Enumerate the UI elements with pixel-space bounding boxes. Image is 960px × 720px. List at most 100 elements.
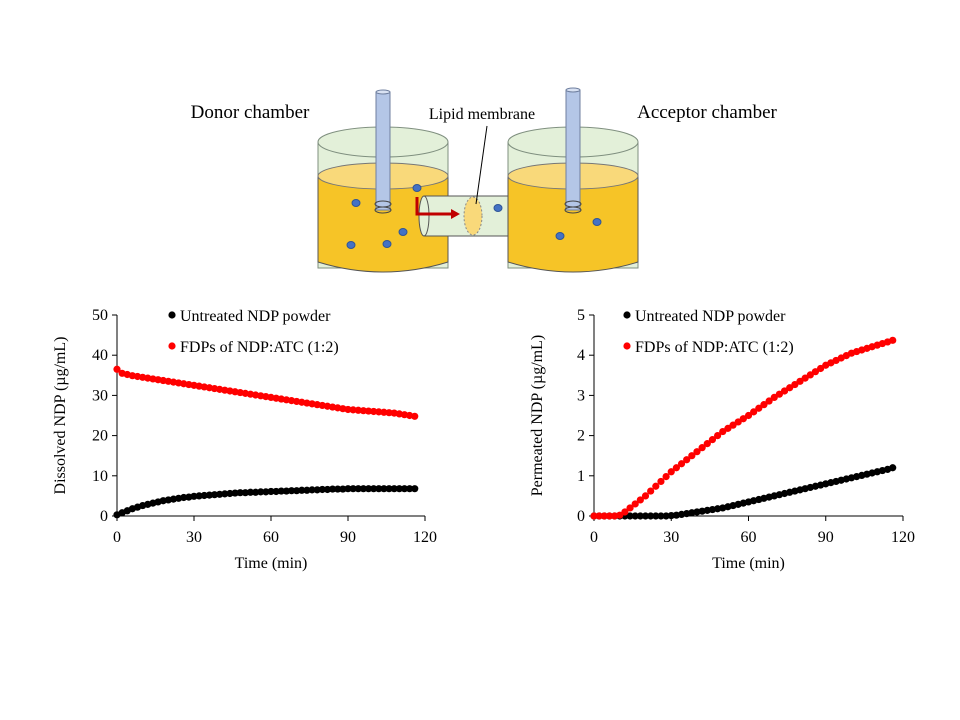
data-point [667,468,675,476]
data-point [262,488,270,496]
data-point [364,407,373,415]
data-point [626,512,634,520]
y-tick-label: 3 [577,387,585,404]
data-point [210,491,219,499]
donor-rod [375,91,391,211]
data-point [605,512,614,520]
x-tick-label: 60 [263,529,279,546]
arrow-head [451,209,460,219]
data-point [293,487,301,495]
data-point [739,415,747,423]
x-tick-label: 120 [891,529,915,546]
data-point [395,485,403,493]
data-point [267,487,275,496]
data-point [760,401,768,409]
data-point [277,487,285,495]
data-point [683,456,691,464]
data-point [662,512,670,520]
data-point [385,485,393,493]
data-point [370,407,378,416]
data-point [677,460,686,468]
data-point [329,485,337,493]
data-point [113,365,121,373]
data-point [801,374,809,382]
data-point [600,512,608,520]
data-point [303,486,311,494]
y-tick-label: 50 [92,307,108,324]
data-point [190,492,198,500]
data-point [817,364,825,373]
data-point [631,500,639,508]
data-point [375,485,383,493]
data-point [226,489,234,498]
data-point [616,511,624,519]
rod-top [565,87,581,93]
data-point [688,452,696,460]
data-point [411,485,419,493]
tube-end [418,195,430,237]
data-point [380,408,388,416]
particles [346,184,602,249]
data-point [714,432,722,440]
data-point [595,512,603,520]
data-point [724,424,732,432]
data-point [703,440,711,448]
data-point [672,464,681,472]
data-point [636,496,644,504]
legend-marker [168,342,176,350]
data-point [796,377,804,385]
data-point [195,492,203,500]
data-point [626,504,634,512]
data-point [719,427,727,436]
data-point [780,387,789,395]
legend-label: FDPs of NDP:ATC (1:2) [180,339,339,356]
data-point [390,485,398,493]
y-tick-label: 0 [100,508,108,525]
data-point [775,390,784,398]
legend-label: Untreated NDP powder [180,308,331,325]
data-point [657,512,665,520]
data-point [657,477,665,486]
data-point [750,408,758,416]
data-point [205,491,213,499]
y-tick-label: 5 [577,307,585,324]
data-point [252,488,260,496]
y-tick-label: 4 [577,347,585,364]
x-tick-label: 120 [413,529,437,546]
data-point [364,485,373,493]
data-point [889,464,897,472]
data-point [411,412,419,420]
y-axis-title: Dissolved NDP (µg/mL) [52,337,69,495]
x-tick-label: 30 [663,529,679,546]
data-point [282,487,290,495]
data-point [216,490,224,498]
data-point [323,485,332,494]
data-point [811,368,820,376]
data-point [359,485,367,493]
data-point [231,489,239,497]
x-tick-label: 0 [590,529,598,546]
acceptor-label: Acceptor chamber [637,102,777,123]
y-axis-title: Permeated NDP (µg/mL) [529,335,546,496]
data-point [272,487,280,496]
data-point [246,488,255,496]
data-point [744,411,753,420]
lipid-membrane [463,196,483,236]
x-axis-title: Time (min) [712,555,785,572]
y-tick-label: 0 [577,508,585,525]
data-point [359,407,367,415]
data-point [257,488,265,496]
data-point [621,508,629,516]
x-tick-label: 0 [113,529,121,546]
x-tick-label: 90 [340,529,356,546]
data-point [349,485,357,493]
data-point [662,473,670,481]
membrane-label: Lipid membrane [429,106,535,123]
data-point [755,404,763,412]
data-point [786,384,794,392]
data-point [241,489,249,497]
data-point [313,486,321,494]
data-point [380,485,388,493]
data-point [200,491,208,500]
